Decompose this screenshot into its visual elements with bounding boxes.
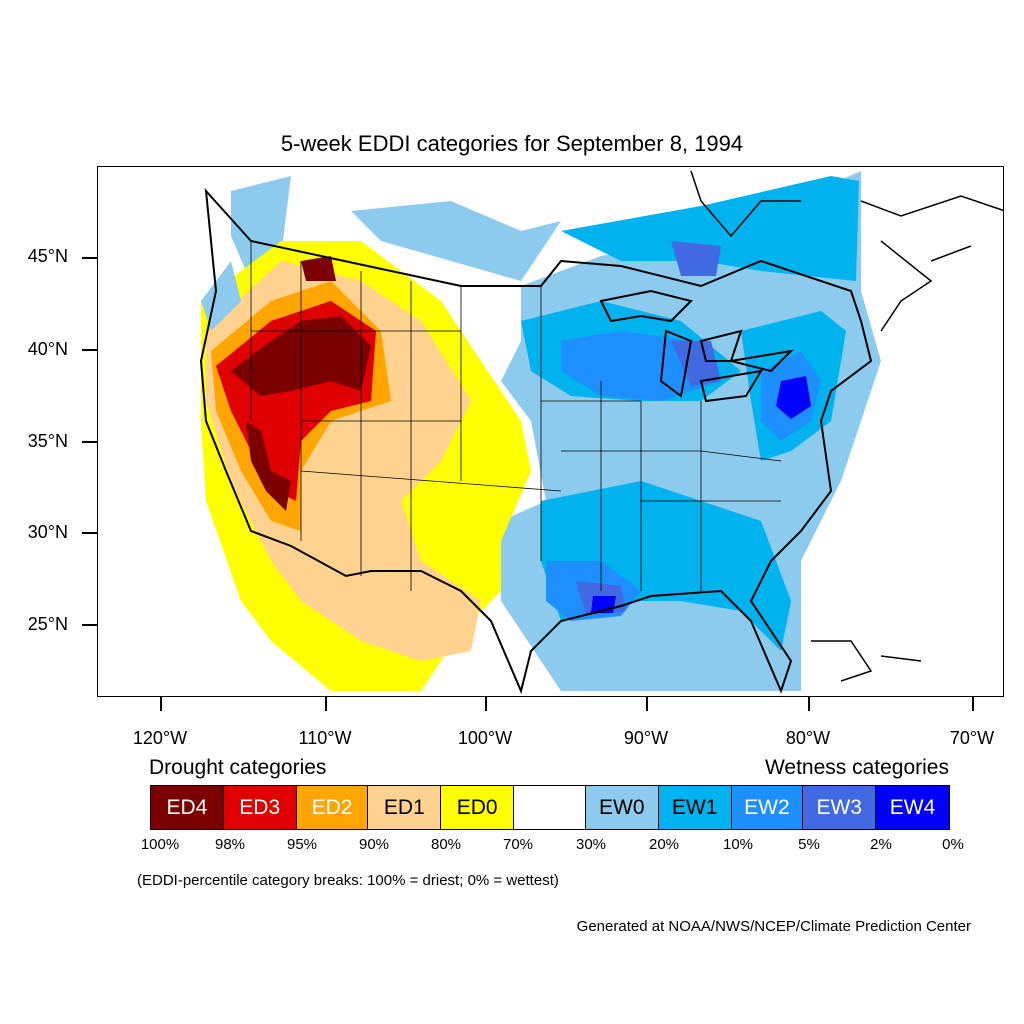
lat-label-40: 40°N: [27, 339, 68, 359]
pct-break-80: 80%: [430, 836, 462, 853]
lon-tick-80: [808, 697, 810, 711]
lon-label-120: 120°W: [132, 728, 188, 748]
pct-break-2: 2%: [870, 836, 892, 853]
lat-label-45: 45°N: [27, 246, 68, 266]
pct-break-0: 0%: [942, 836, 964, 853]
drought-categories-label: Drought categories: [149, 756, 327, 779]
lat-tick-40: [82, 349, 97, 351]
legend-neutral: [514, 786, 586, 829]
legend-ew1: EW1: [658, 786, 732, 829]
legend-ed0: ED0: [441, 786, 515, 829]
map-frame: [97, 166, 1004, 697]
lat-tick-35: [82, 441, 97, 443]
pct-break-10: 10%: [722, 836, 754, 853]
lon-label-90: 90°W: [623, 728, 669, 748]
pct-break-90: 90%: [358, 836, 390, 853]
state-borders: [250, 241, 782, 591]
wetness-categories-label: Wetness categories: [764, 756, 949, 779]
legend-ew2: EW2: [731, 786, 804, 829]
lat-tick-30: [82, 532, 97, 534]
canada-coast: [690, 170, 1003, 332]
legend-ed2: ED2: [296, 786, 369, 829]
lon-label-110: 110°W: [298, 728, 352, 748]
wetness-region-northwest: [231, 176, 561, 281]
lat-tick-45: [82, 257, 97, 259]
lat-label-30: 30°N: [27, 522, 68, 542]
pct-break-98: 98%: [214, 836, 246, 853]
pct-break-20: 20%: [648, 836, 680, 853]
pct-break-70: 70%: [502, 836, 534, 853]
wetness-region-ew4: [591, 376, 811, 613]
pct-break-95: 95%: [286, 836, 318, 853]
map-title: 5-week EDDI categories for September 8, …: [280, 131, 744, 156]
lon-tick-70: [972, 697, 974, 711]
legend-ew4: EW4: [876, 786, 949, 829]
lon-tick-90: [646, 697, 648, 711]
lon-label-100: 100°W: [457, 728, 513, 748]
wetness-region-ew1-south: [541, 481, 791, 651]
legend-ew0: EW0: [585, 786, 659, 829]
pct-break-5: 5%: [798, 836, 820, 853]
wetness-region-ew1-north: [561, 176, 859, 281]
lon-tick-120: [160, 697, 162, 711]
legend-ed1: ED1: [368, 786, 442, 829]
map-canvas: [199, 170, 1003, 695]
lon-tick-100: [485, 697, 487, 711]
lat-label-35: 35°N: [27, 431, 68, 451]
legend-bar: ED4 ED3 ED2 ED1 ED0 EW0 EW1 EW2 EW3 EW4: [150, 785, 950, 830]
great-lakes: [599, 289, 794, 403]
credit-line: Generated at NOAA/NWS/NCEP/Climate Predi…: [576, 918, 971, 935]
lon-label-80: 80°W: [785, 728, 831, 748]
caribbean-islands: [811, 640, 922, 682]
us-outline: [199, 188, 873, 695]
lon-label-70: 70°W: [949, 728, 995, 748]
lat-tick-25: [82, 624, 97, 626]
pct-break-100: 100%: [140, 836, 180, 853]
legend-ed3: ED3: [223, 786, 297, 829]
lat-label-25: 25°N: [27, 614, 68, 634]
category-note: (EDDI-percentile category breaks: 100% =…: [137, 872, 559, 889]
lon-tick-110: [325, 697, 327, 711]
pct-break-30: 30%: [575, 836, 607, 853]
legend-ed4: ED4: [151, 786, 224, 829]
legend-ew3: EW3: [803, 786, 877, 829]
